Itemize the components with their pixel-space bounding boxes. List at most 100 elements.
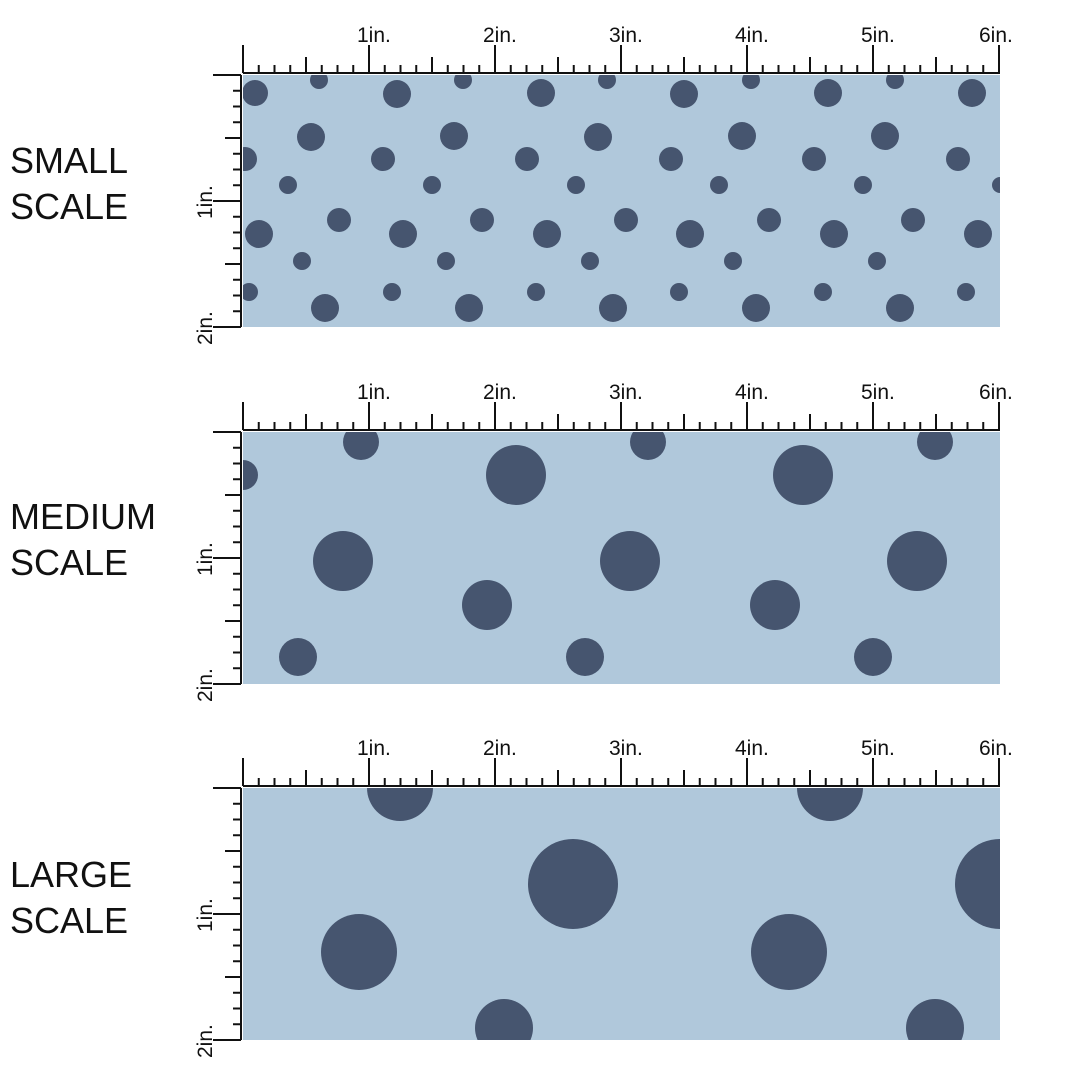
- polka-dot: [670, 283, 688, 301]
- small-scale-label: SMALL SCALE: [10, 138, 128, 230]
- polka-dot: [728, 122, 756, 150]
- polka-dot: [599, 294, 627, 322]
- polka-dot: [797, 788, 863, 821]
- fabric-background: [243, 75, 1000, 327]
- top-ruler-label: 1in.: [357, 24, 391, 47]
- polka-dot: [389, 220, 417, 248]
- side-ruler-label: 2in.: [194, 1024, 217, 1058]
- polka-dot: [243, 460, 258, 490]
- polka-dot: [676, 220, 704, 248]
- polka-dot: [614, 208, 638, 232]
- polka-dot: [327, 208, 351, 232]
- polka-dot: [992, 177, 1000, 193]
- polka-dot: [964, 220, 992, 248]
- side-ruler-label: 1in.: [194, 542, 217, 576]
- polka-dot: [886, 75, 904, 89]
- small-fabric-swatch: 1in. 2in. 3in. 4in. 5in. 6in. 1in. 2in.: [194, 24, 1013, 345]
- polka-dot-pattern: [243, 75, 1000, 322]
- top-ruler: [213, 758, 1000, 1041]
- polka-dot: [383, 283, 401, 301]
- top-ruler-label: 4in.: [735, 381, 769, 404]
- polka-dot: [371, 147, 395, 171]
- polka-dot: [279, 638, 317, 676]
- scale-label-line1: SMALL: [10, 140, 129, 181]
- polka-dot: [600, 531, 660, 591]
- scale-label-line2: SCALE: [10, 900, 129, 941]
- polka-dot: [906, 999, 964, 1040]
- polka-dot: [475, 999, 533, 1040]
- top-ruler-label: 3in.: [609, 737, 643, 760]
- polka-dot: [710, 176, 728, 194]
- polka-dot: [343, 432, 379, 460]
- polka-dot: [598, 75, 616, 89]
- polka-dot: [958, 79, 986, 107]
- polka-dot: [515, 147, 539, 171]
- polka-dot: [245, 220, 273, 248]
- polka-dot: [462, 580, 512, 630]
- polka-dot: [383, 80, 411, 108]
- top-ruler-label: 2in.: [483, 24, 517, 47]
- polka-dot: [659, 147, 683, 171]
- side-ruler-label: 1in.: [194, 898, 217, 932]
- polka-dot: [670, 80, 698, 108]
- polka-dot: [243, 283, 258, 301]
- top-ruler-label: 2in.: [483, 381, 517, 404]
- polka-dot: [584, 123, 612, 151]
- polka-dot: [367, 788, 433, 821]
- top-ruler-label: 6in.: [979, 737, 1013, 760]
- medium-scale-label: MEDIUM SCALE: [10, 494, 156, 586]
- polka-dot: [528, 839, 618, 929]
- polka-dot: [814, 283, 832, 301]
- polka-dot: [802, 147, 826, 171]
- polka-dot: [854, 176, 872, 194]
- polka-dot: [321, 914, 397, 990]
- polka-dot: [955, 839, 1000, 929]
- top-ruler-label: 4in.: [735, 737, 769, 760]
- fabric-background: [243, 788, 1000, 1040]
- polka-dot: [454, 75, 472, 89]
- polka-dot: [886, 294, 914, 322]
- polka-dot: [581, 252, 599, 270]
- small-scale-section: SMALL SCALE 1in. 2in. 3in. 4in. 5in. 6in. 1in.…: [0, 0, 1080, 356]
- polka-dot: [917, 432, 953, 460]
- polka-dot: [751, 914, 827, 990]
- polka-dot: [887, 531, 947, 591]
- medium-fabric-swatch: 1in. 2in. 3in. 4in. 5in. 6in. 1in. 2in.: [194, 381, 1013, 702]
- polka-dot: [946, 147, 970, 171]
- polka-dot: [243, 80, 268, 106]
- polka-dot: [566, 638, 604, 676]
- polka-dot: [871, 122, 899, 150]
- polka-dot: [901, 208, 925, 232]
- top-ruler-label: 2in.: [483, 737, 517, 760]
- polka-dot: [854, 638, 892, 676]
- top-ruler-label: 5in.: [861, 737, 895, 760]
- polka-dot: [470, 208, 494, 232]
- polka-dot: [297, 123, 325, 151]
- polka-dot: [567, 176, 585, 194]
- polka-dot: [533, 220, 561, 248]
- top-ruler-label: 4in.: [735, 24, 769, 47]
- top-ruler-label: 1in.: [357, 381, 391, 404]
- polka-dot: [750, 580, 800, 630]
- polka-dot-pattern: [321, 788, 1000, 1040]
- polka-dot: [293, 252, 311, 270]
- top-ruler-label: 5in.: [861, 24, 895, 47]
- large-scale-label: LARGE SCALE: [10, 852, 132, 944]
- top-ruler-label: 5in.: [861, 381, 895, 404]
- top-ruler-label: 3in.: [609, 24, 643, 47]
- medium-scale-section: MEDIUM SCALE 1in. 2in. 3in. 4in. 5in. 6in. 1in…: [0, 356, 1080, 712]
- polka-dot: [773, 445, 833, 505]
- scale-label-line2: SCALE: [10, 186, 129, 227]
- large-scale-section: LARGE SCALE 1in. 2in. 3in. 4in. 5in. 6in. 1in.…: [0, 712, 1080, 1068]
- polka-dot: [742, 294, 770, 322]
- side-ruler-label: 1in.: [194, 185, 217, 219]
- polka-dot: [630, 432, 666, 460]
- side-ruler-label: 2in.: [194, 668, 217, 702]
- polka-dot: [279, 176, 297, 194]
- polka-dot: [440, 122, 468, 150]
- polka-dot: [313, 531, 373, 591]
- polka-dot: [527, 283, 545, 301]
- polka-dot: [243, 147, 257, 171]
- top-ruler-label: 1in.: [357, 737, 391, 760]
- top-ruler-label: 6in.: [979, 24, 1013, 47]
